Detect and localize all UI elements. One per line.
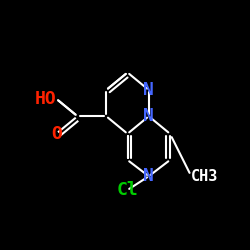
Text: O: O xyxy=(51,125,62,143)
Text: N: N xyxy=(143,81,154,99)
Text: HO: HO xyxy=(34,90,56,108)
Text: N: N xyxy=(143,167,154,185)
Text: CH3: CH3 xyxy=(191,169,218,184)
Text: Cl: Cl xyxy=(116,181,138,199)
Text: N: N xyxy=(143,107,154,125)
